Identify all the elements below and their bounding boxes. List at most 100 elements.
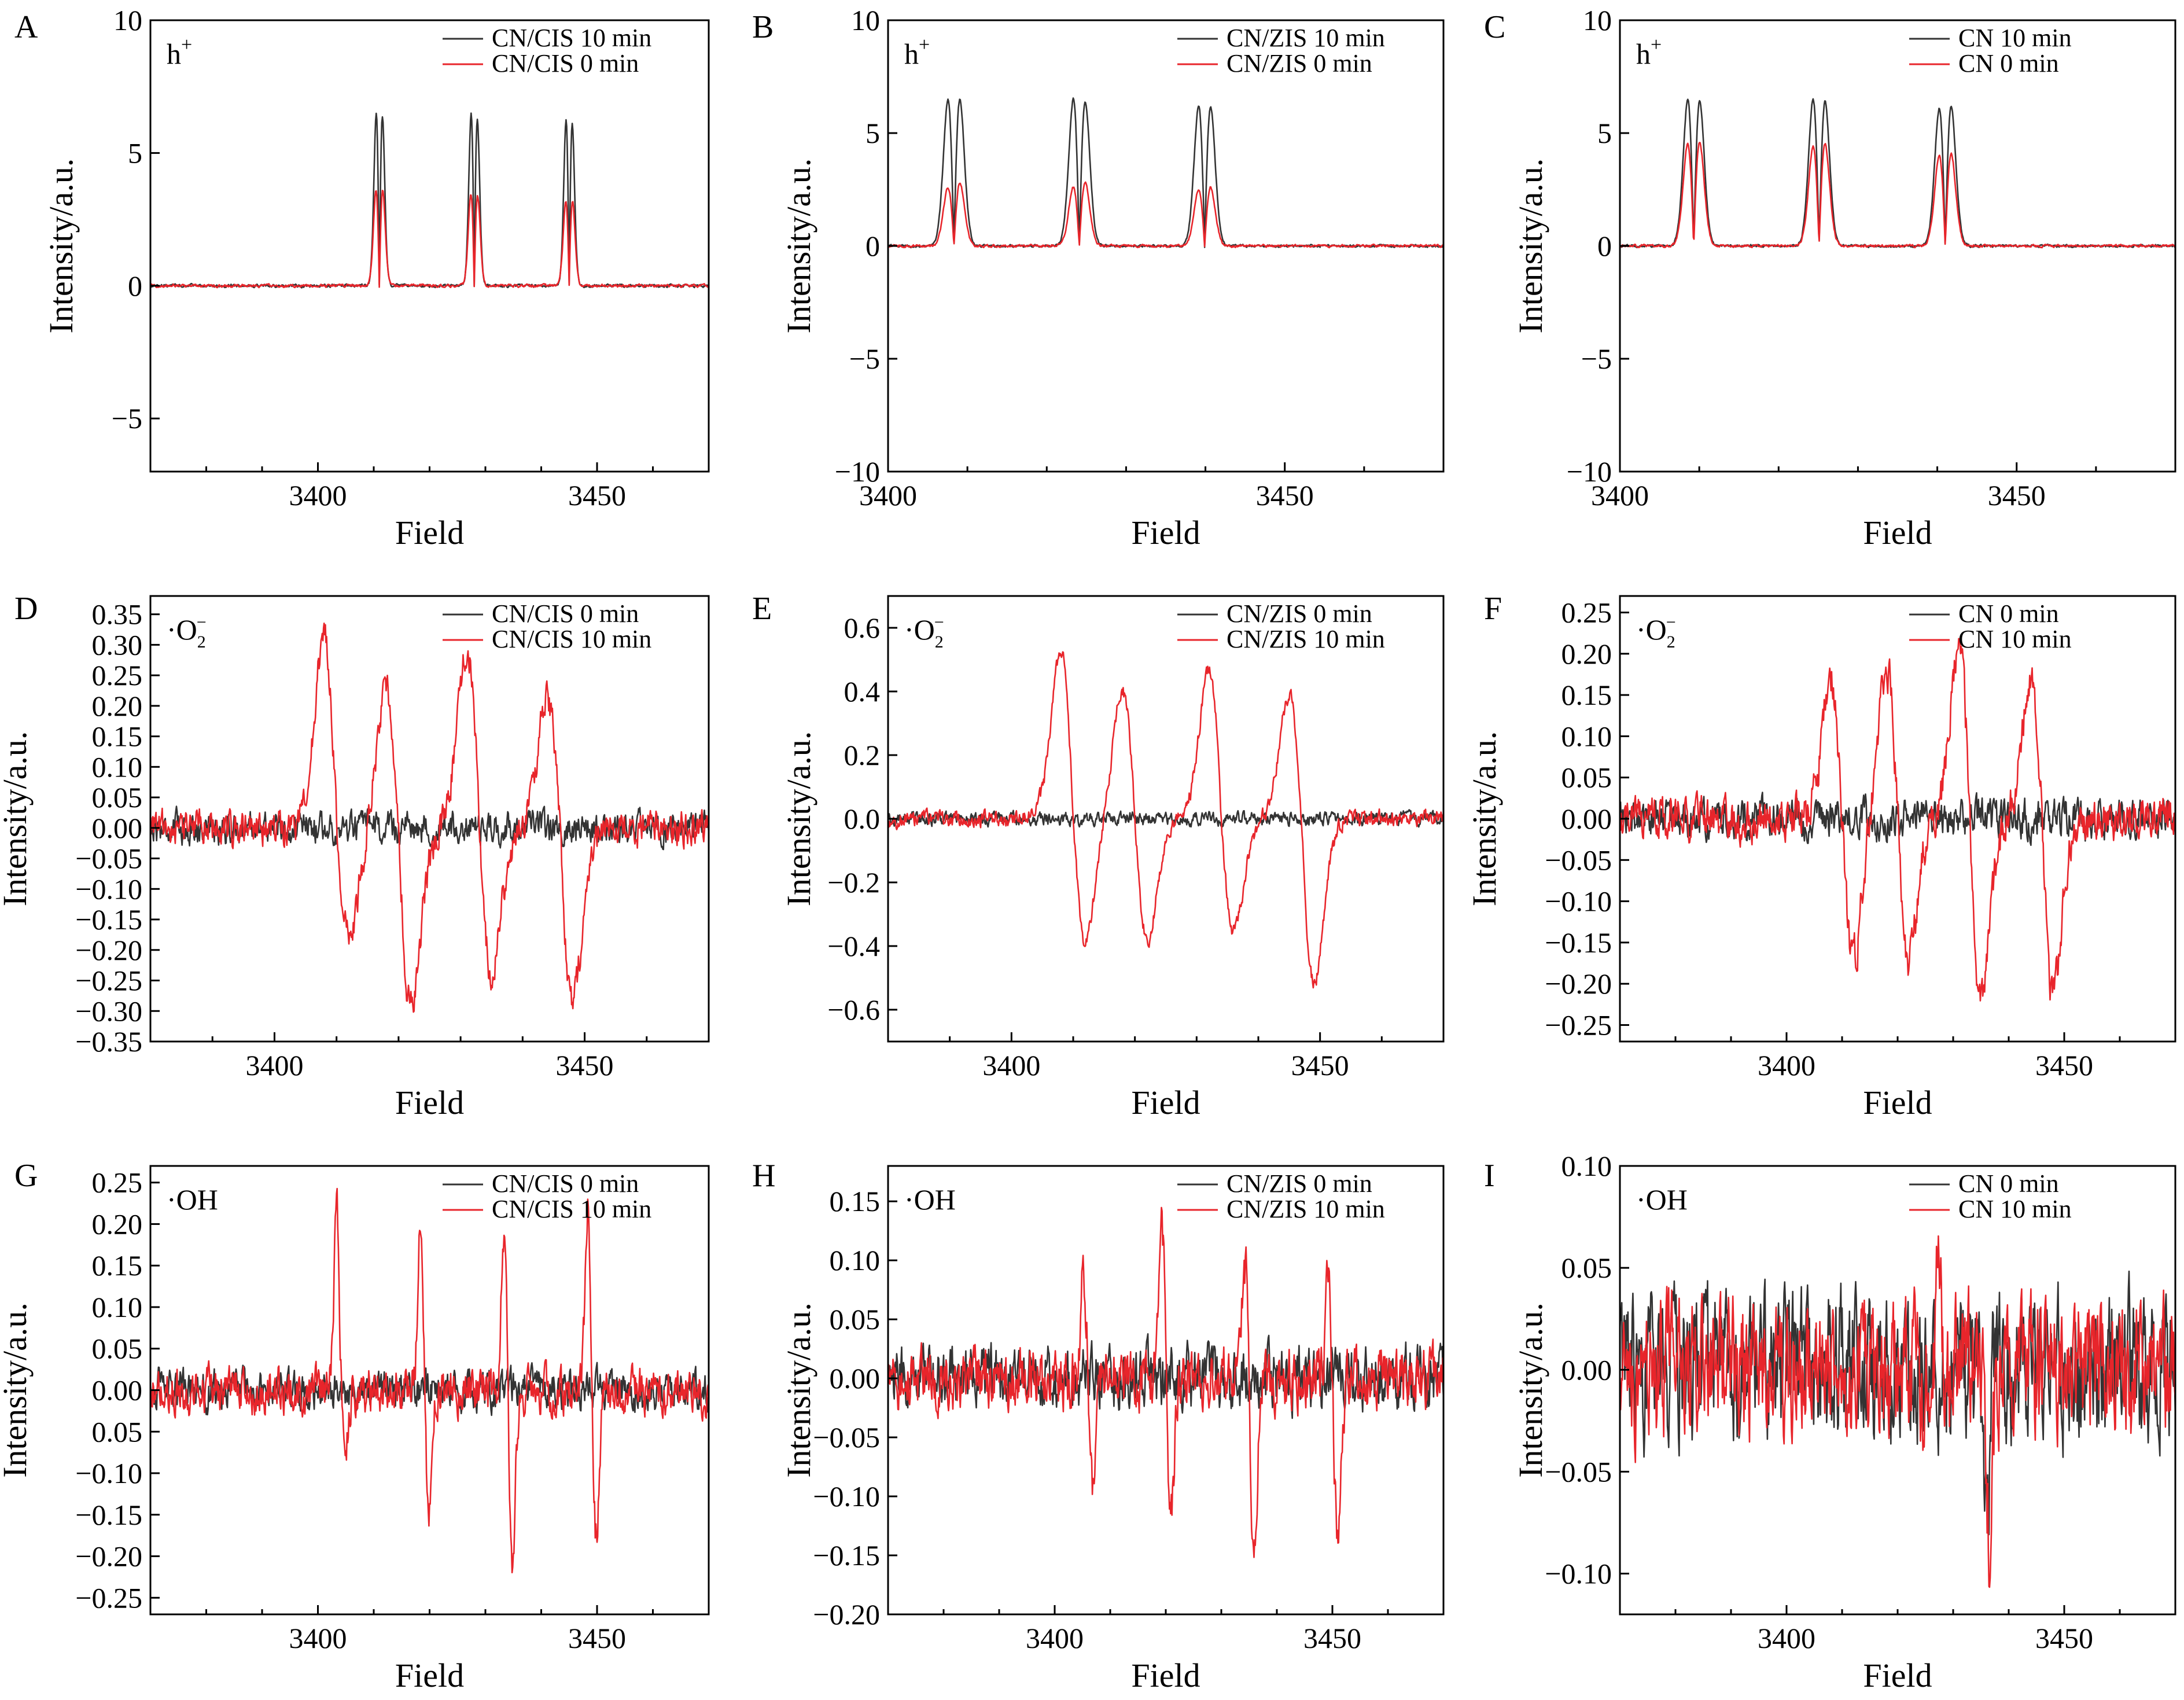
series-line-black xyxy=(888,97,1443,249)
legend-entry: CN/CIS 10 min xyxy=(492,24,651,52)
y-tick-label: −0.25 xyxy=(75,1581,142,1614)
y-tick-label: 0 xyxy=(128,270,142,302)
species-annotation: ·O2− xyxy=(1636,613,1676,652)
traces xyxy=(1620,1235,2175,1588)
panel-label: H xyxy=(752,1158,775,1194)
y-tick-label: 0.25 xyxy=(1561,597,1612,629)
panel-g: G −0.25 −0.20 −0.15 −0.10 0.05 0.00 0.05 0.10 0.1… xyxy=(0,1158,710,1694)
y-tick-label: −0.15 xyxy=(75,1499,142,1531)
x-axis-label: Field xyxy=(1863,1084,1932,1121)
x-axis-label: Field xyxy=(1131,514,1200,551)
x-tick-label: 3450 xyxy=(568,479,626,512)
y-tick-label: 0.25 xyxy=(92,659,143,691)
y-tick-label: 0.05 xyxy=(92,1415,143,1448)
series-line-black xyxy=(888,809,1443,828)
species-annotation: ·OH xyxy=(904,1183,956,1216)
y-tick-label: −0.20 xyxy=(75,934,142,966)
species-annotation: ·OH xyxy=(1636,1183,1688,1216)
x-tick-label: 3400 xyxy=(982,1049,1040,1081)
traces xyxy=(150,112,709,289)
y-tick-label: −5 xyxy=(1581,343,1612,375)
x-axis-label: Field xyxy=(395,1657,464,1694)
legend-entry: CN/CIS 0 min xyxy=(492,1169,639,1198)
y-tick-label: 0 xyxy=(866,230,880,262)
legend-entry: CN/ZIS 0 min xyxy=(1227,49,1372,78)
legend-entry: CN 0 min xyxy=(1958,49,2059,78)
y-axis-label: Intensity/a.u. xyxy=(1512,1302,1549,1478)
y-axis-label: Intensity/a.u. xyxy=(0,1302,34,1478)
y-tick-label: 0.15 xyxy=(1561,679,1612,711)
y-tick-label: 0.10 xyxy=(830,1244,881,1276)
legend-entry: CN 10 min xyxy=(1958,1195,2072,1223)
legend-entry: CN/ZIS 0 min xyxy=(1227,599,1372,628)
y-tick-label: 0.05 xyxy=(92,1333,143,1365)
y-tick-label: −10 xyxy=(835,455,880,488)
y-tick-label: 0.00 xyxy=(1561,803,1612,835)
traces xyxy=(888,651,1443,989)
x-tick-label: 3400 xyxy=(1591,479,1649,512)
y-tick-label: −0.20 xyxy=(813,1598,880,1631)
x-axis-label: Field xyxy=(1131,1084,1200,1121)
legend-entry: CN/CIS 10 min xyxy=(492,625,651,653)
panel-label: D xyxy=(14,591,38,627)
y-tick-label: 10 xyxy=(851,4,880,36)
panel-label: E xyxy=(752,591,772,627)
legend-entry: CN 0 min xyxy=(1958,599,2059,628)
axes-frame xyxy=(149,19,710,473)
series-line-red xyxy=(150,189,709,289)
y-tick-label: 0.0 xyxy=(844,803,881,835)
x-axis-label: Field xyxy=(395,1084,464,1121)
y-tick-label: −0.10 xyxy=(1545,885,1612,918)
traces xyxy=(888,1206,1443,1558)
x-tick-label: 3400 xyxy=(289,479,347,512)
y-tick-label: 10 xyxy=(113,4,142,36)
y-tick-label: 5 xyxy=(128,137,142,169)
panel-label: I xyxy=(1484,1158,1495,1194)
axes-frame xyxy=(149,595,710,1043)
y-tick-label: 0.05 xyxy=(92,781,143,814)
legend-entry: CN/CIS 0 min xyxy=(492,599,639,628)
legend-entry: CN/ZIS 10 min xyxy=(1227,1195,1385,1223)
y-axis-label: Intensity/a.u. xyxy=(780,731,817,907)
x-axis-label: Field xyxy=(1863,1657,1932,1694)
y-tick-label: 0.15 xyxy=(92,720,143,753)
series-line-red xyxy=(150,622,709,1013)
y-axis-label: Intensity/a.u. xyxy=(42,159,80,334)
x-axis-label: Field xyxy=(1863,514,1932,551)
y-tick-label: −0.4 xyxy=(827,930,880,962)
y-tick-label: 0.05 xyxy=(1561,761,1612,794)
y-tick-label: −0.05 xyxy=(75,842,142,875)
y-tick-label: −0.20 xyxy=(1545,967,1612,1000)
y-tick-label: 0.05 xyxy=(1561,1252,1612,1284)
y-tick-label: 0.15 xyxy=(830,1185,881,1217)
legend-entry: CN/ZIS 10 min xyxy=(1227,24,1385,52)
species-annotation: ·O2− xyxy=(167,613,207,652)
y-tick-label: 0.20 xyxy=(92,690,143,722)
legend-entry: CN 0 min xyxy=(1958,1169,2059,1198)
y-tick-label: 0.20 xyxy=(1561,638,1612,670)
y-tick-label: −0.2 xyxy=(827,866,880,899)
y-tick-label: −0.25 xyxy=(75,965,142,997)
x-tick-label: 3450 xyxy=(1291,1049,1349,1081)
x-tick-label: 3450 xyxy=(1988,479,2046,512)
legend-entry: CN 10 min xyxy=(1958,24,2072,52)
x-tick-label: 3450 xyxy=(1256,479,1314,512)
panel-label: A xyxy=(14,9,38,45)
y-axis-label: Intensity/a.u. xyxy=(1512,159,1549,334)
y-axis-label: Intensity/a.u. xyxy=(780,159,817,334)
y-tick-label: −0.15 xyxy=(813,1539,880,1572)
panel-label: B xyxy=(752,9,774,45)
x-tick-label: 3450 xyxy=(2035,1622,2093,1654)
traces xyxy=(1620,98,2175,249)
y-tick-label: 5 xyxy=(866,117,880,149)
panel-d: D −0.35−0.30−0.25−0.20−0.15−0.10−0.050.00… xyxy=(0,591,710,1121)
traces xyxy=(888,97,1443,249)
x-axis-label: Field xyxy=(395,514,464,551)
y-tick-label: −0.35 xyxy=(75,1025,142,1058)
y-tick-label: −5 xyxy=(849,343,880,375)
legend-entry: CN/ZIS 10 min xyxy=(1227,625,1385,653)
y-tick-label: 0.25 xyxy=(92,1167,143,1199)
panel-i: I −0.10 −0.05 0.00 0.05 0.10 3400 3450 Field Inte… xyxy=(1484,1150,2176,1694)
series-line-red xyxy=(1620,142,2175,249)
traces xyxy=(150,622,709,1013)
